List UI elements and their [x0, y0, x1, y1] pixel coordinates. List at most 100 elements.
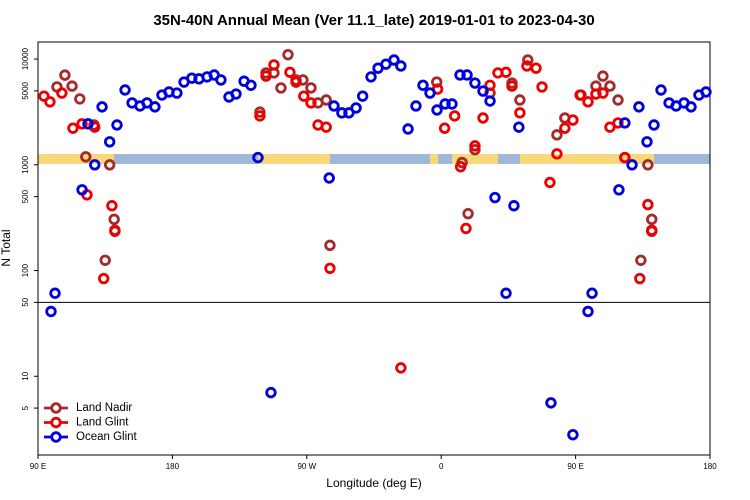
point [230, 88, 242, 100]
point [99, 254, 111, 266]
point [530, 62, 542, 74]
y-tick-label: 5000 [21, 81, 30, 99]
point [328, 100, 340, 112]
y-tick-label: 500 [21, 189, 30, 203]
point [597, 70, 609, 82]
point [612, 117, 624, 129]
point [477, 85, 489, 97]
point [514, 94, 526, 106]
point [619, 151, 631, 164]
point [514, 107, 526, 119]
point [275, 82, 287, 94]
x-tick-label: 180 [703, 462, 717, 471]
point [260, 70, 272, 82]
point [171, 87, 183, 99]
point [642, 198, 654, 211]
point [612, 94, 624, 106]
x-tick-label: 90 E [567, 462, 583, 471]
point [454, 160, 467, 173]
point [149, 101, 161, 113]
land-band [520, 154, 654, 164]
point [469, 77, 481, 89]
point [634, 272, 646, 285]
point [290, 76, 302, 88]
point [365, 71, 377, 83]
x-axis-label: Longitude (deg E) [326, 476, 421, 490]
point [356, 90, 369, 102]
point [641, 136, 653, 148]
point [320, 94, 332, 106]
point [521, 60, 533, 72]
point [484, 95, 496, 107]
legend-label: Land Nadir [76, 402, 132, 414]
point [508, 200, 520, 212]
y-tick-label: 50 [21, 297, 30, 306]
legend-marker [50, 431, 62, 443]
point [265, 386, 277, 399]
point [298, 90, 310, 102]
point [597, 87, 609, 99]
series [38, 59, 658, 374]
point [282, 48, 294, 61]
point [395, 60, 407, 72]
legend-marker [50, 402, 62, 414]
point [655, 84, 667, 96]
point [551, 148, 563, 160]
point [305, 82, 317, 94]
point [98, 272, 110, 285]
point [462, 207, 474, 220]
point [59, 69, 71, 81]
point [431, 76, 443, 88]
point [320, 121, 332, 133]
plot-frame [37, 41, 711, 456]
y-tick-label: 1000 [21, 155, 30, 173]
point [477, 112, 489, 124]
point [626, 159, 638, 171]
point [551, 129, 563, 141]
point [108, 213, 120, 226]
point [619, 117, 631, 129]
point [96, 101, 108, 113]
point [254, 110, 266, 122]
point [635, 254, 647, 266]
point [74, 93, 86, 105]
land-band [258, 154, 330, 164]
point [567, 114, 579, 126]
point [305, 97, 317, 109]
point [254, 106, 266, 118]
point [469, 143, 481, 156]
point [700, 86, 712, 98]
series [45, 54, 712, 441]
point [67, 122, 79, 134]
point [45, 305, 57, 318]
legend-marker [50, 416, 62, 429]
y-axis-label: N Total [0, 229, 13, 266]
x-tick-label: 90 E [30, 462, 46, 471]
point [567, 429, 579, 441]
point [500, 66, 512, 78]
point [469, 140, 481, 152]
point [336, 107, 348, 119]
point [410, 100, 422, 112]
chart-title: 35N-40N Annual Mean (Ver 11.1_late) 2019… [153, 12, 594, 29]
point [431, 104, 443, 116]
point [642, 159, 654, 171]
point [119, 84, 131, 96]
point [536, 81, 548, 93]
point [648, 119, 660, 131]
point [484, 79, 496, 91]
point [82, 118, 94, 130]
point [324, 262, 336, 274]
point [66, 80, 78, 92]
point [106, 200, 118, 212]
land-band [38, 154, 114, 164]
x-tick-label: 180 [166, 462, 180, 471]
point [388, 54, 400, 66]
point [604, 80, 616, 92]
point [109, 224, 121, 237]
y-tick-label: 10000 [21, 47, 30, 70]
legend-label: Ocean Glint [76, 431, 138, 443]
y-tick-label: 100 [21, 263, 30, 277]
x-tick-label: 0 [439, 462, 444, 471]
